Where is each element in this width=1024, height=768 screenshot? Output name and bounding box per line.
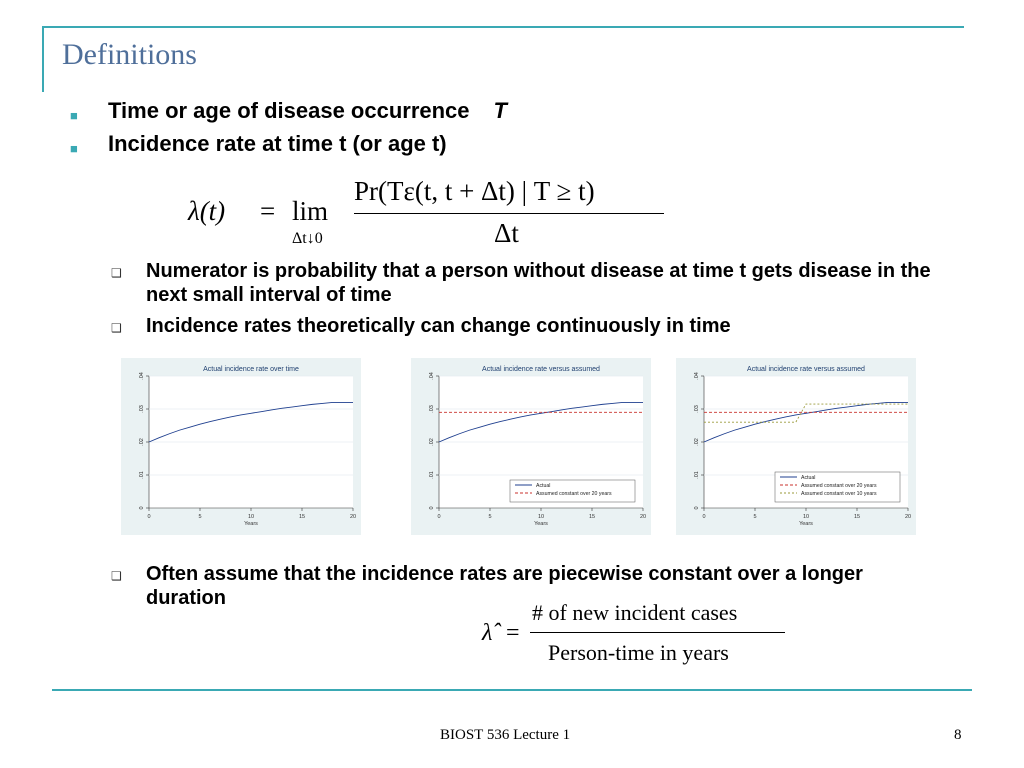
bullet-text: Incidence rate at time t (or age t) [108,131,447,156]
formula2-denominator: Person-time in years [548,640,729,665]
legend-label: Assumed constant over 20 years [536,491,612,497]
x-tick-label: 20 [905,514,911,520]
legend-box [509,479,636,503]
x-tick-label: 15 [854,514,860,520]
chart-title: Actual incidence rate versus assumed [482,366,600,373]
formula-denominator: Δt [494,218,519,248]
series-line [438,401,643,443]
fraction-bar [354,213,664,214]
y-tick-label: .02 [139,438,145,446]
series-line [148,401,353,443]
x-tick-label: 15 [299,514,305,520]
sub-bullet-text: Incidence rates theoretically can change… [146,315,731,337]
y-tick-label: .02 [429,438,435,446]
chart-panel-1: Actual incidence rate over time 0 .01 .02 .0… [121,358,361,535]
formula-lim: lim [292,196,329,226]
legend-label: Assumed constant over 20 years [801,483,877,489]
formula-numerator: Pr(Tε(t, t + Δt) | T ≥ t) [354,176,595,206]
bullet-label: Time or age of disease occurrence [108,98,470,123]
footer-label: BIOST 536 Lecture 1 [440,727,571,743]
y-tick-label: .01 [429,471,435,479]
x-tick-label: 0 [702,514,705,520]
y-tick-label: .04 [139,372,145,380]
sub-bullet-text: Often assume that the incidence rates ar… [146,563,863,609]
estimated-rate-formula: λ̂ = # of new incident cases Person-time… [480,600,800,670]
x-tick-label: 20 [640,514,646,520]
incidence-chart-3: Actual incidence rate versus assumed 0 .01… [694,366,911,527]
y-tick-label: .03 [429,405,435,413]
variable-T: T [493,98,507,123]
x-tick-label: 15 [589,514,595,520]
x-tick-label: 0 [437,514,440,520]
footer-rule [52,689,972,691]
x-axis-label: Years [244,521,258,527]
x-tick-label: 20 [350,514,356,520]
formula-equals: = [260,196,276,226]
y-tick-label: .03 [139,405,145,413]
square-bullet-icon: ■ [70,108,78,123]
formula2-lhs: λ̂ [482,620,493,646]
y-tick-label: .01 [139,471,145,479]
chart-panel-3: Actual incidence rate versus assumed 0 .01… [676,358,916,535]
series-line [704,403,908,423]
formula2-numerator: # of new incident cases [532,600,738,625]
formula2-equals: = [506,620,520,646]
page-title: Definitions [62,38,197,71]
incidence-chart-1: Actual incidence rate over time 0 .01 .02 .0… [139,366,356,527]
y-tick-label: .04 [694,372,700,380]
y-tick-label: 0 [429,506,435,509]
y-tick-label: .03 [694,405,700,413]
top-rule [42,26,964,28]
page-number: 8 [954,727,962,743]
legend-label: Assumed constant over 10 years [801,491,877,497]
legend-label: Actual [536,483,550,489]
y-tick-label: 0 [139,506,145,509]
x-axis-label: Years [799,521,813,527]
legend-label: Actual [801,475,815,481]
y-tick-label: .02 [694,438,700,446]
formula-lhs: λ(t) [188,196,226,226]
chart-title: Actual incidence rate versus assumed [747,366,865,373]
chart-panel-2: Actual incidence rate versus assumed 0 .01… [411,358,651,535]
y-tick-label: .01 [694,471,700,479]
x-tick-label: 10 [538,514,544,520]
hollow-square-bullet-icon: ❑ [111,266,122,280]
left-rule [42,26,44,92]
formula-lim-sub: Δt↓0 [292,230,323,247]
x-tick-label: 5 [198,514,201,520]
x-tick-label: 10 [248,514,254,520]
incidence-rate-formula: λ(t) = lim Δt↓0 Pr(Tε(t, t + Δt) | T ≥ t… [188,176,678,256]
hollow-square-bullet-icon: ❑ [111,321,122,335]
x-tick-label: 0 [147,514,150,520]
x-axis-label: Years [534,521,548,527]
bullet-text: Time or age of disease occurrence T [108,98,507,124]
y-tick-label: 0 [694,506,700,509]
hollow-square-bullet-icon: ❑ [111,569,122,583]
fraction-bar [530,632,785,633]
x-tick-label: 5 [488,514,491,520]
x-tick-label: 10 [803,514,809,520]
y-tick-label: .04 [429,372,435,380]
chart-title: Actual incidence rate over time [203,366,299,373]
x-tick-label: 5 [753,514,756,520]
sub-bullet-text: Numerator is probability that a person w… [146,260,931,306]
incidence-chart-2: Actual incidence rate versus assumed 0 .01… [429,366,646,527]
square-bullet-icon: ■ [70,141,78,156]
